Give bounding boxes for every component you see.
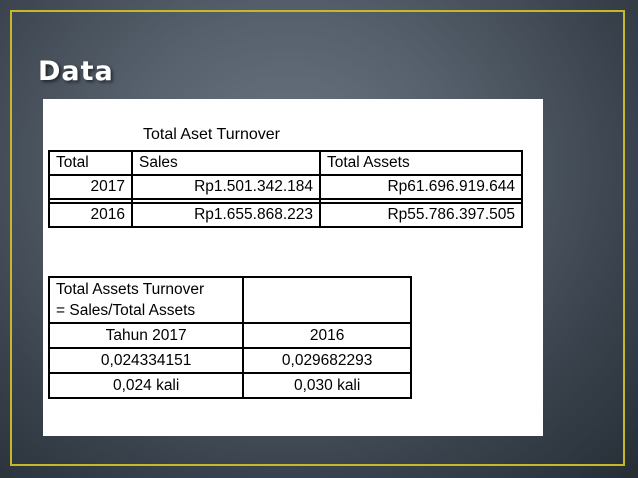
table-row: 0,024334151 0,029682293 xyxy=(47,347,412,374)
data-table-image: Total Aset Turnover Total Sales Total As… xyxy=(43,99,543,436)
table-row: 2016 Rp1.655.868.223 Rp55.786.397.505 xyxy=(48,202,523,228)
year-cell: 2017 xyxy=(48,174,133,200)
row-separator xyxy=(48,199,523,203)
rounded-2017: 0,024 kali xyxy=(47,372,245,399)
table-row: 2017 Rp1.501.342.184 Rp61.696.919.644 xyxy=(48,174,523,200)
ratio-2017: 0,024334151 xyxy=(47,347,245,374)
year-2016-label: 2016 xyxy=(242,322,412,349)
total-assets-cell: Rp61.696.919.644 xyxy=(319,174,523,200)
turnover-header-row: Total Assets Turnover = Sales/Total Asse… xyxy=(47,276,412,324)
header-total: Total xyxy=(48,150,133,176)
header-total-assets: Total Assets xyxy=(319,150,523,176)
rounded-2016: 0,030 kali xyxy=(242,372,412,399)
empty-header-cell xyxy=(242,276,412,324)
table-row: Tahun 2017 2016 xyxy=(47,322,412,349)
formula-line-2: = Sales/Total Assets xyxy=(56,302,196,319)
slide-frame xyxy=(10,10,625,466)
slide-title: Data xyxy=(38,56,114,87)
year-cell: 2016 xyxy=(48,202,133,228)
table-caption: Total Aset Turnover xyxy=(143,126,280,143)
turnover-table: Total Assets Turnover = Sales/Total Asse… xyxy=(47,276,412,399)
table-header-row: Total Sales Total Assets xyxy=(48,150,523,176)
turnover-formula-header: Total Assets Turnover = Sales/Total Asse… xyxy=(47,276,245,324)
header-sales: Sales xyxy=(131,150,321,176)
formula-line-1: Total Assets Turnover xyxy=(56,281,205,298)
table-row: 0,024 kali 0,030 kali xyxy=(47,372,412,399)
sales-assets-table: Total Sales Total Assets 2017 Rp1.501.34… xyxy=(48,150,523,228)
total-assets-cell: Rp55.786.397.505 xyxy=(319,202,523,228)
sales-cell: Rp1.655.868.223 xyxy=(131,202,321,228)
ratio-2016: 0,029682293 xyxy=(242,347,412,374)
year-2017-label: Tahun 2017 xyxy=(47,322,245,349)
sales-cell: Rp1.501.342.184 xyxy=(131,174,321,200)
